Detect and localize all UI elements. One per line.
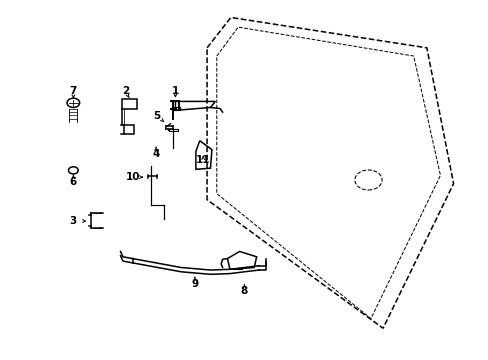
Text: 3: 3 xyxy=(70,216,77,226)
Text: 2: 2 xyxy=(122,86,129,96)
Text: 4: 4 xyxy=(152,149,160,159)
Text: 1: 1 xyxy=(171,86,179,96)
Text: 6: 6 xyxy=(70,177,77,187)
Text: 11: 11 xyxy=(196,156,210,165)
Text: 5: 5 xyxy=(153,111,160,121)
Text: 9: 9 xyxy=(191,279,198,289)
Text: 10: 10 xyxy=(125,172,140,182)
Text: 8: 8 xyxy=(241,287,247,296)
Text: 7: 7 xyxy=(69,86,77,96)
